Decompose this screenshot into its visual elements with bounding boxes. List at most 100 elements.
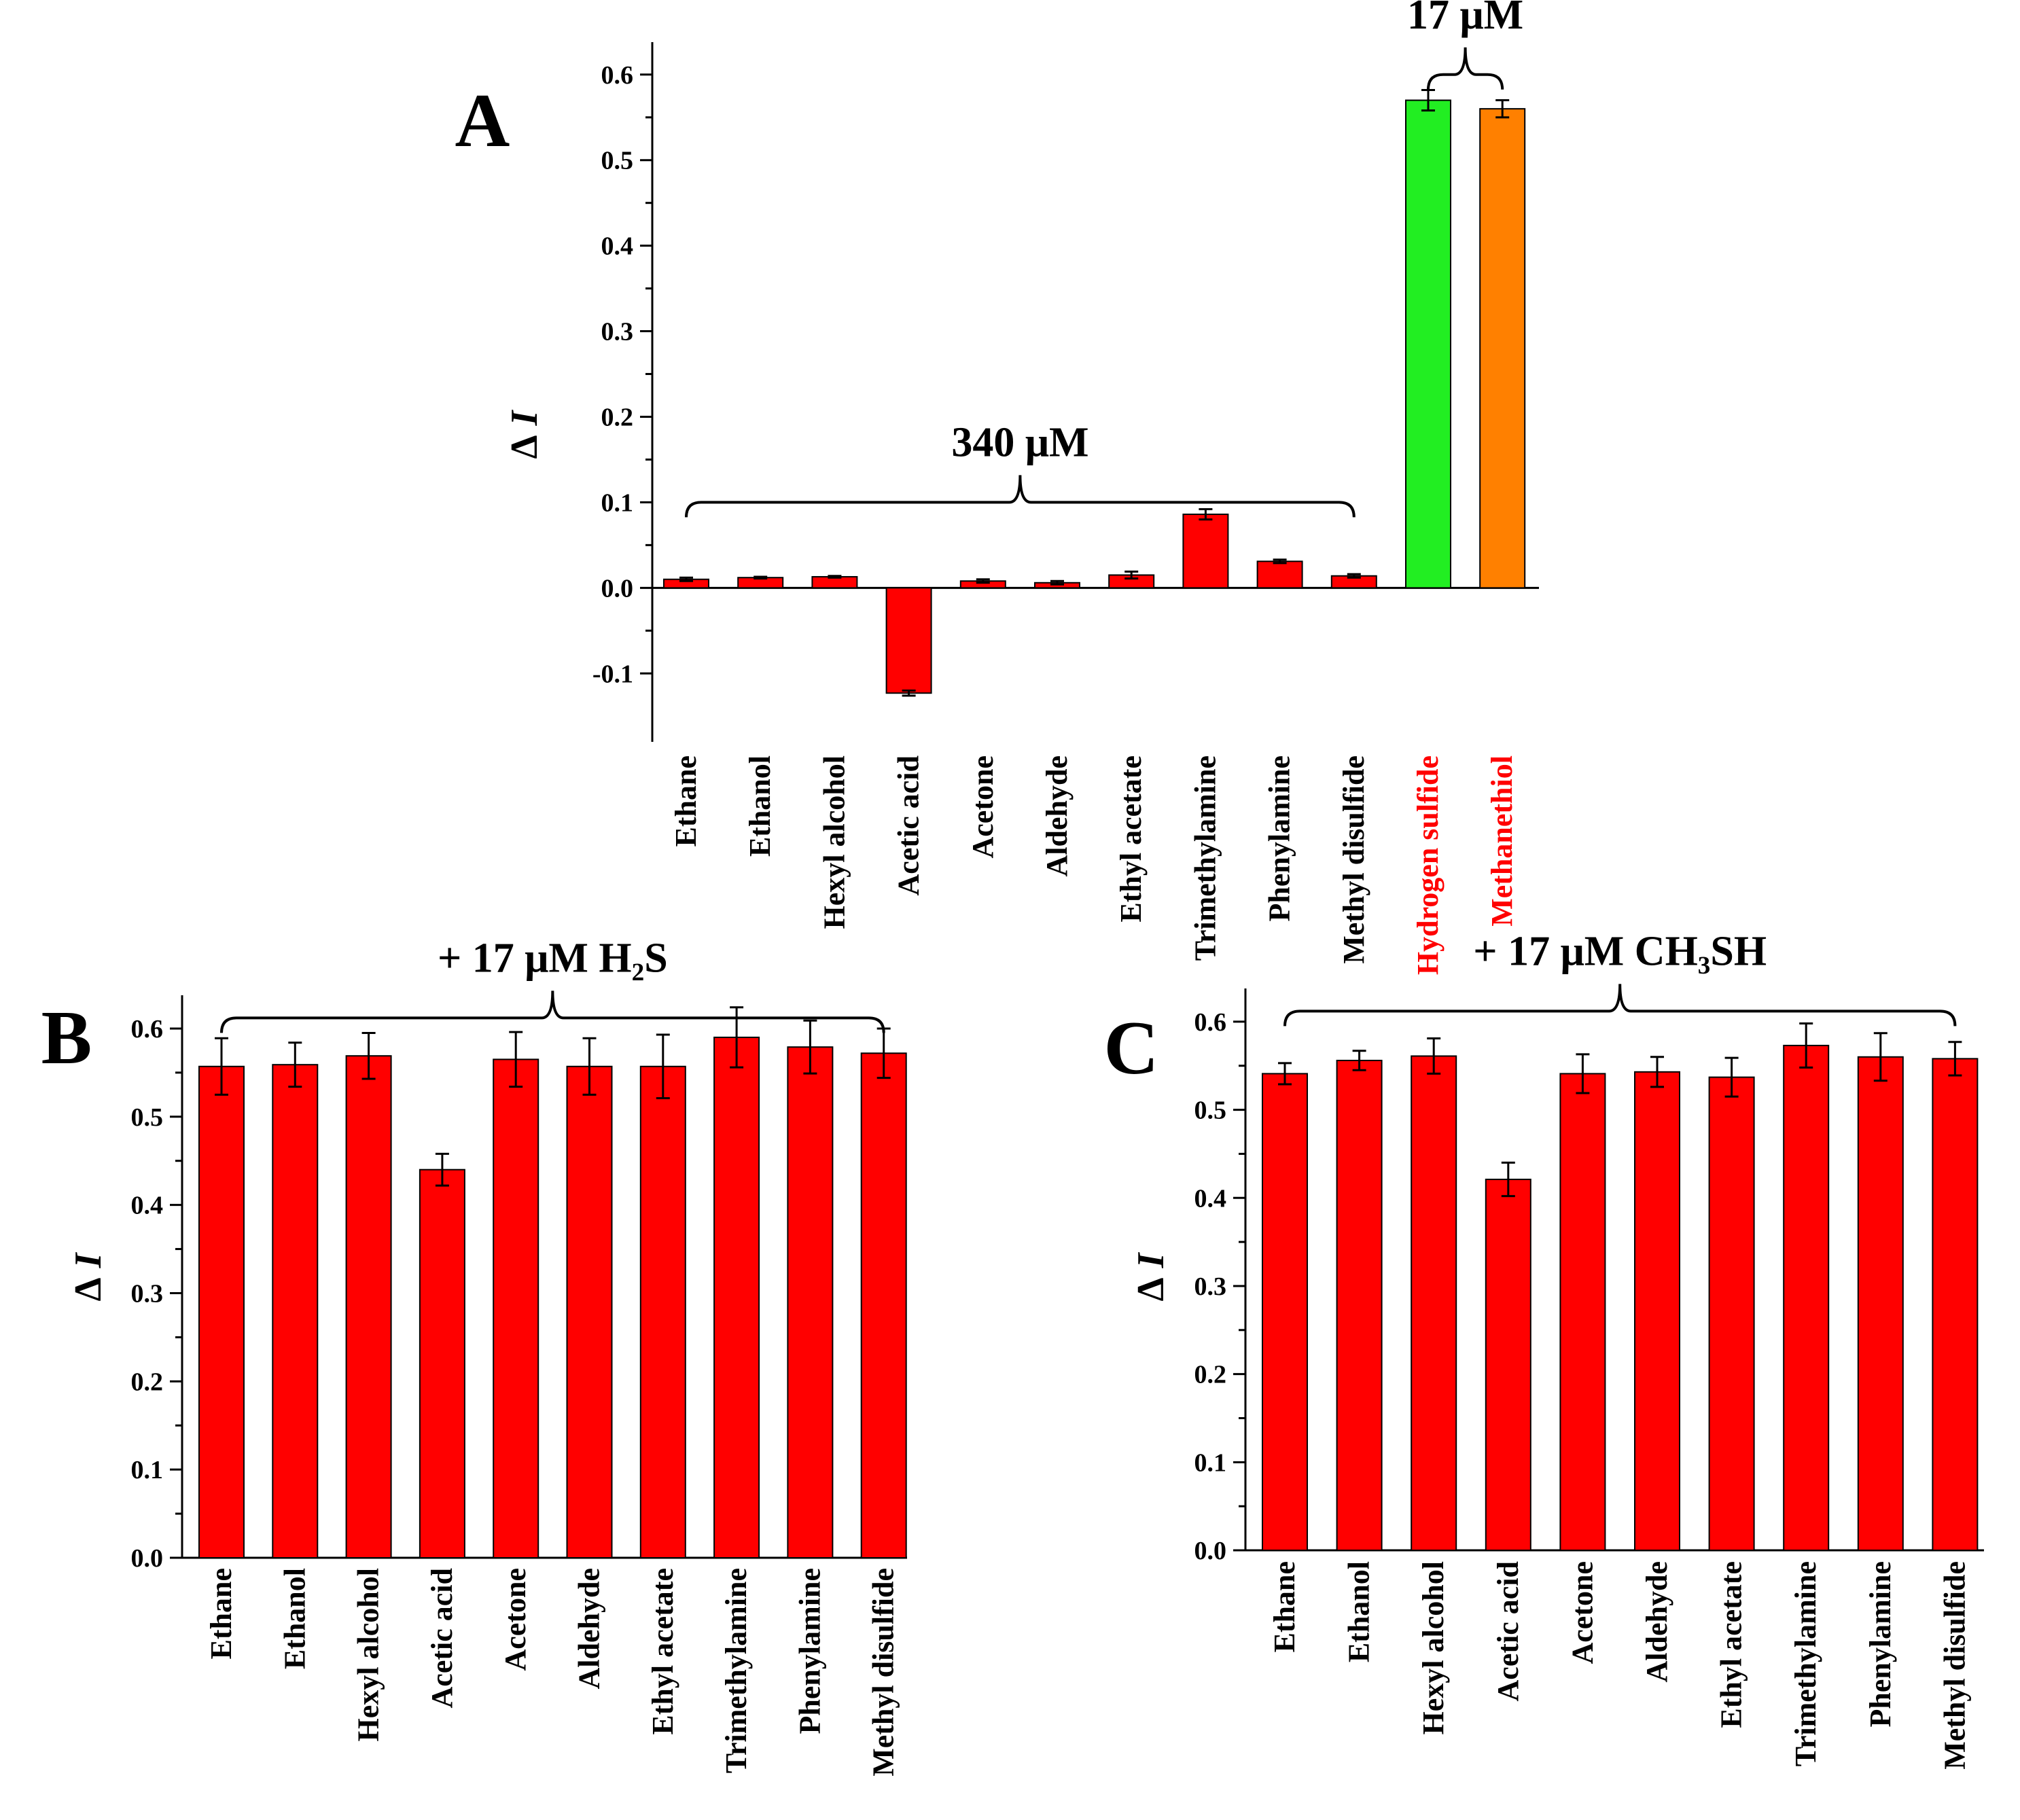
category-label: Ethyl acetate xyxy=(646,1568,679,1735)
panel-a-chart: A -0.1 0.0 0.1 0.2 0.3 0.4 0.5 0.6 ΔI Ethane Ethano… xyxy=(455,0,1539,975)
bar xyxy=(1932,1058,1979,1552)
category-label: Acetone xyxy=(1565,1561,1599,1664)
y-tick-label: 0.3 xyxy=(601,318,634,346)
category-label: Phenylamine xyxy=(1263,755,1296,921)
bar xyxy=(1479,108,1526,589)
bar xyxy=(1182,514,1229,589)
category-label: Acetic acid xyxy=(892,755,925,895)
group-bracket xyxy=(1283,984,1957,1027)
bar xyxy=(1708,1076,1755,1551)
panel-b-chart: B 0.0 0.1 0.2 0.3 0.4 0.5 0.6 ΔI Ethane Ethanol Hex… xyxy=(41,935,907,1777)
y-tick-label: 0.4 xyxy=(601,232,634,261)
category-label: Aldehyde xyxy=(1640,1561,1673,1682)
category-label: Ethyl acetate xyxy=(1715,1561,1748,1728)
bar xyxy=(1262,1073,1308,1551)
y-axis-label-symbol: I xyxy=(503,409,546,426)
bracket-label: 17 μM xyxy=(1407,0,1523,38)
y-tick-label: 0.3 xyxy=(131,1279,164,1308)
category-label: Trimethylamine xyxy=(1789,1561,1822,1766)
y-axis-label-symbol: I xyxy=(1130,1251,1172,1268)
bar xyxy=(1634,1071,1680,1552)
category-label: Hexyl alcohol xyxy=(352,1568,385,1741)
panel-letter: B xyxy=(41,996,92,1080)
y-axis-label: ΔI xyxy=(1130,1251,1172,1301)
bar xyxy=(639,1065,686,1559)
bar xyxy=(860,1052,907,1559)
y-axis-label-delta: Δ xyxy=(1130,1277,1172,1301)
category-label: Acetic acid xyxy=(1491,1561,1525,1701)
category-label: Methanethiol xyxy=(1485,755,1519,927)
category-label: Trimethylamine xyxy=(1188,755,1222,961)
category-label: Ethane xyxy=(205,1568,238,1659)
bracket-label: + 17 μM H₂S xyxy=(438,935,668,981)
bar xyxy=(1405,99,1451,589)
y-tick-label: 0.4 xyxy=(131,1192,164,1220)
y-tick-label: -0.1 xyxy=(592,660,633,688)
bar xyxy=(787,1046,834,1558)
y-tick-label: 0.5 xyxy=(131,1103,164,1132)
category-label: Aldehyde xyxy=(573,1568,606,1689)
category-label: Ethane xyxy=(669,755,703,846)
y-tick-label: 0.2 xyxy=(131,1368,164,1396)
bar xyxy=(1411,1055,1457,1551)
y-tick-label: 0.4 xyxy=(1194,1184,1227,1213)
bar xyxy=(1559,1073,1606,1551)
bracket-label: 340 μM xyxy=(951,419,1088,465)
group-bracket xyxy=(220,991,885,1033)
category-label: Ethanol xyxy=(1343,1561,1376,1662)
y-tick-label: 0.2 xyxy=(1194,1361,1227,1389)
bar xyxy=(885,587,932,694)
y-tick-label: 0.0 xyxy=(1194,1537,1227,1565)
bar xyxy=(713,1036,760,1558)
y-axis-label: ΔI xyxy=(67,1251,109,1301)
y-tick-label: 0.5 xyxy=(1194,1096,1227,1125)
category-label: Methyl disulfide xyxy=(1938,1561,1971,1770)
y-tick-label: 0.0 xyxy=(601,574,634,603)
category-label: Ethanol xyxy=(278,1568,311,1669)
bar xyxy=(419,1168,465,1558)
y-tick-label: 0.1 xyxy=(131,1456,164,1484)
bracket-label: + 17 μM CH₃SH xyxy=(1473,928,1767,974)
category-label: Ethane xyxy=(1268,1561,1301,1652)
y-tick-label: 0.2 xyxy=(601,403,634,431)
y-tick-label: 0.6 xyxy=(131,1015,164,1043)
y-tick-label: 0.6 xyxy=(1194,1008,1227,1037)
category-label: Acetone xyxy=(966,755,999,859)
group-bracket xyxy=(685,475,1355,518)
y-tick-label: 0.5 xyxy=(601,147,634,175)
bar xyxy=(1857,1056,1904,1552)
category-label: Hexyl alcohol xyxy=(817,755,851,929)
category-label: Hydrogen sulfide xyxy=(1411,755,1445,975)
category-label: Methyl disulfide xyxy=(1337,755,1370,964)
y-tick-label: 0.1 xyxy=(601,488,634,517)
bar xyxy=(493,1058,539,1558)
y-axis-label: ΔI xyxy=(503,409,546,459)
bar xyxy=(1783,1044,1830,1551)
category-label: Ethyl acetate xyxy=(1114,755,1148,923)
y-axis-label-symbol: I xyxy=(67,1251,109,1268)
y-tick-label: 0.3 xyxy=(1194,1272,1227,1301)
bar xyxy=(272,1064,319,1558)
category-label: Acetic acid xyxy=(425,1568,459,1708)
y-tick-label: 0.6 xyxy=(601,61,634,90)
category-label: Aldehyde xyxy=(1040,755,1074,876)
category-label: Ethanol xyxy=(743,755,777,857)
group-bracket xyxy=(1427,47,1504,90)
y-tick-label: 0.1 xyxy=(1194,1448,1227,1477)
category-label: Acetone xyxy=(499,1568,532,1671)
category-label: Hexyl alcohol xyxy=(1417,1561,1450,1734)
y-axis-label-delta: Δ xyxy=(503,435,546,459)
panel-letter: C xyxy=(1104,1006,1159,1090)
bar xyxy=(1256,560,1303,589)
bar xyxy=(566,1065,613,1559)
category-label: Trimethylamine xyxy=(720,1568,753,1773)
category-label: Phenylamine xyxy=(1864,1561,1897,1727)
category-label: Methyl disulfide xyxy=(867,1568,900,1777)
category-label: Phenylamine xyxy=(793,1568,826,1734)
bar xyxy=(1336,1059,1383,1551)
y-axis-label-delta: Δ xyxy=(67,1277,109,1301)
y-tick-label: 0.0 xyxy=(131,1544,164,1573)
panel-letter: A xyxy=(455,79,510,163)
bar xyxy=(1485,1179,1531,1551)
